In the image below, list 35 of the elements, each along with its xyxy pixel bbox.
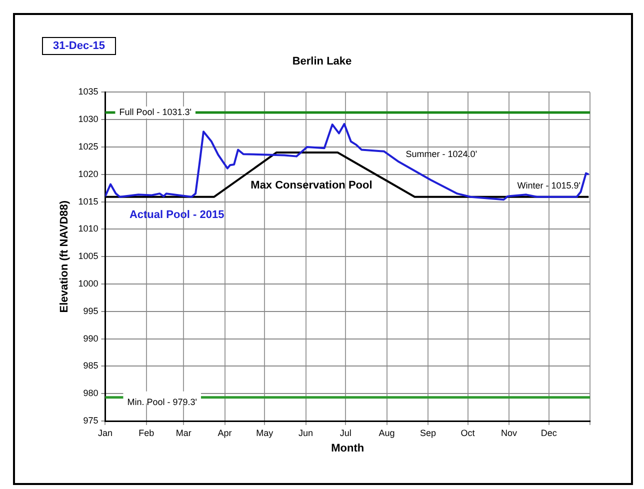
y-tick-label: 975 — [83, 415, 98, 426]
y-tick-label: 980 — [83, 388, 98, 398]
y-tick-label: 1020 — [78, 168, 98, 179]
x-tick-label: May — [256, 428, 274, 438]
x-tick-label: Apr — [218, 428, 232, 438]
x-tick-label: Nov — [500, 428, 518, 438]
y-tick-label: 990 — [83, 333, 98, 344]
series-label: Actual Pool - 2015 — [129, 208, 224, 221]
y-tick-label: 985 — [83, 360, 98, 371]
ref-line-label: Full Pool - 1031.3' — [119, 106, 192, 117]
x-tick-label: Dec — [540, 428, 558, 438]
series-label: Max Conservation Pool — [250, 179, 372, 192]
ref-line-label: Min. Pool - 979.3' — [127, 396, 198, 407]
x-tick-label: Feb — [138, 428, 154, 438]
x-tick-label: Jan — [98, 428, 112, 438]
text: 31-Dec-15 — [42, 37, 116, 55]
y-tick-label: 1010 — [78, 224, 98, 234]
x-tick-label: Aug — [378, 428, 395, 438]
chart-title: Berlin Lake — [292, 56, 352, 68]
y-tick-label: 1025 — [78, 141, 98, 152]
x-tick-label: Jul — [340, 428, 352, 438]
y-tick-label: 1005 — [78, 251, 98, 262]
x-axis-title: Month — [331, 442, 364, 454]
y-tick-label: 1035 — [78, 86, 98, 97]
annotation: Summer - 1024.0' — [406, 149, 478, 160]
y-axis-title: Elevation (ft NAVD88) — [58, 200, 71, 313]
y-tick-label: 1000 — [78, 278, 98, 288]
x-tick-label: Oct — [460, 428, 476, 438]
x-tick-label: Jun — [298, 428, 314, 438]
x-tick-label: Sep — [420, 428, 436, 438]
y-tick-label: 1015 — [78, 196, 98, 206]
y-tick-label: 1030 — [78, 114, 98, 124]
annotation: Winter - 1015.9' — [517, 180, 581, 191]
y-tick-label: 995 — [83, 306, 98, 316]
x-tick-label: Mar — [176, 428, 192, 438]
